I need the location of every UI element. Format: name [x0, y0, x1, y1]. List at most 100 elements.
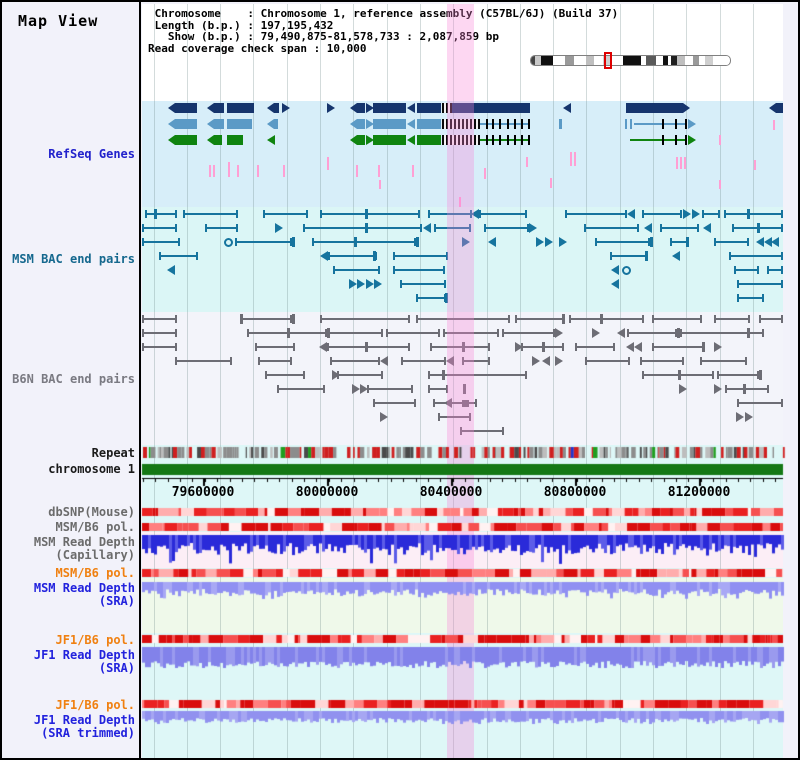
- msm-bac-end-tick: [737, 280, 739, 288]
- msm-bac-pair-line[interactable]: [393, 269, 445, 271]
- msm-bac-pair-line[interactable]: [484, 227, 529, 229]
- msm-bac-pair-line[interactable]: [235, 241, 292, 243]
- msm-bac-circle-marker[interactable]: [224, 238, 233, 247]
- b6n-bac-pair-line[interactable]: [327, 346, 410, 348]
- msm-bac-pair-line[interactable]: [416, 297, 446, 299]
- b6n-bac-pair-line[interactable]: [585, 360, 630, 362]
- ideogram-band: [573, 56, 586, 65]
- b6n-bac-pair-line[interactable]: [258, 360, 292, 362]
- msm-bac-pair-line[interactable]: [565, 213, 627, 215]
- b6n-bac-end-tick: [613, 343, 615, 351]
- b6n-bac-pair-line[interactable]: [175, 360, 232, 362]
- b6n-bac-pair-line[interactable]: [142, 318, 177, 320]
- gene-exon-block[interactable]: [625, 119, 627, 129]
- b6n-bac-pair-line[interactable]: [373, 402, 416, 404]
- b6n-bac-pair-line[interactable]: [515, 318, 564, 320]
- b6n-bac-pair-line[interactable]: [386, 332, 440, 334]
- b6n-bac-pair-line[interactable]: [401, 360, 446, 362]
- msm-bac-circle-marker[interactable]: [622, 266, 631, 275]
- gene-intron-line[interactable]: [630, 139, 687, 141]
- gene-exon-block[interactable]: [373, 119, 406, 129]
- msm-bac-end-tick: [178, 238, 180, 246]
- b6n-bac-pair-line[interactable]: [428, 388, 448, 390]
- gene-exon-block[interactable]: [373, 135, 406, 145]
- gridline: [653, 4, 654, 758]
- chromosome-ideogram[interactable]: [530, 55, 731, 66]
- gene-exon-block[interactable]: [630, 119, 632, 129]
- b6n-bac-pair-line[interactable]: [277, 388, 325, 390]
- gene-exon-block[interactable]: [227, 135, 243, 145]
- msm-bac-pair-line[interactable]: [737, 283, 783, 285]
- b6n-bac-end-tick: [378, 357, 380, 365]
- b6n-bac-pair-line[interactable]: [330, 360, 380, 362]
- b6n-bac-pair-line[interactable]: [759, 318, 783, 320]
- msm-bac-pair-line[interactable]: [159, 255, 198, 257]
- b6n-bac-pair-line[interactable]: [569, 318, 644, 320]
- gene-exon-block[interactable]: [227, 119, 252, 129]
- b6n-bac-pair-line[interactable]: [652, 346, 705, 348]
- msm-bac-pair-line[interactable]: [737, 297, 764, 299]
- msm-bac-pair-line[interactable]: [584, 227, 639, 229]
- gene-exon-block[interactable]: [373, 103, 406, 113]
- b6n-bac-pair-line[interactable]: [680, 332, 764, 334]
- gene-intron-line[interactable]: [634, 123, 687, 125]
- b6n-bac-pair-line[interactable]: [142, 346, 177, 348]
- msm-bac-pair-line[interactable]: [729, 255, 783, 257]
- msm-bac-pair-line[interactable]: [724, 213, 783, 215]
- gene-exon-block[interactable]: [417, 103, 441, 113]
- b6n-bac-pair-line[interactable]: [652, 318, 702, 320]
- b6n-bac-pair-line[interactable]: [575, 346, 615, 348]
- b6n-bac-pair-line[interactable]: [627, 332, 677, 334]
- gene-exon-block[interactable]: [417, 135, 441, 145]
- gene-exon-block[interactable]: [559, 119, 562, 129]
- b6n-bac-pair-line[interactable]: [240, 318, 292, 320]
- msm-bac-pair-line[interactable]: [400, 283, 446, 285]
- msm-bac-end-tick: [781, 266, 783, 274]
- gene-exon-block[interactable]: [626, 103, 690, 113]
- msm-bac-pair-line[interactable]: [642, 213, 682, 215]
- b6n-bac-pair-line[interactable]: [725, 388, 769, 390]
- msm-bac-pair-line[interactable]: [303, 227, 422, 229]
- msm-bac-pair-line[interactable]: [328, 255, 377, 257]
- b6n-bac-clone-mark: [292, 314, 295, 324]
- b6n-bac-pair-line[interactable]: [327, 332, 383, 334]
- b6n-bac-end-tick: [175, 343, 177, 351]
- msm-bac-clone-mark: [292, 237, 295, 247]
- gene-exon-block[interactable]: [417, 119, 441, 129]
- b6n-bac-pair-line[interactable]: [320, 318, 410, 320]
- msm-bac-pair-line[interactable]: [145, 213, 177, 215]
- msm-bac-pair-line[interactable]: [183, 213, 238, 215]
- b6n-bac-pair-line[interactable]: [737, 402, 783, 404]
- b6n-bac-pair-line[interactable]: [700, 360, 747, 362]
- msm-bac-pair-line[interactable]: [660, 227, 699, 229]
- msm-bac-pair-line[interactable]: [479, 213, 527, 215]
- snp-tick: [773, 120, 775, 130]
- b6n-bac-end-tick: [767, 385, 769, 393]
- msm-bac-pair-line[interactable]: [320, 213, 420, 215]
- b6n-bac-pair-line[interactable]: [367, 388, 413, 390]
- b6n-bac-pair-line[interactable]: [142, 332, 177, 334]
- msm-bac-pair-line[interactable]: [393, 255, 448, 257]
- msm-bac-pair-line[interactable]: [205, 227, 238, 229]
- msm-bac-pair-line[interactable]: [263, 213, 308, 215]
- b6n-bac-pair-line[interactable]: [714, 318, 750, 320]
- gene-exon-block[interactable]: [227, 103, 254, 113]
- msm-bac-pair-line[interactable]: [142, 241, 180, 243]
- b6n-bac-pair-line[interactable]: [502, 332, 555, 334]
- b6n-bac-pair-line[interactable]: [640, 360, 684, 362]
- msm-bac-pair-line[interactable]: [610, 255, 647, 257]
- ideogram-band: [552, 56, 565, 65]
- b6n-bac-pair-line[interactable]: [255, 346, 295, 348]
- ideogram-band: [677, 56, 686, 65]
- b6n-bac-pair-line[interactable]: [717, 374, 759, 376]
- b6n-bac-clone-mark: [743, 384, 746, 394]
- msm-bac-pair-line[interactable]: [734, 269, 759, 271]
- msm-bac-pair-line[interactable]: [333, 269, 380, 271]
- b6n-bac-pair-line[interactable]: [265, 374, 305, 376]
- b6n-bac-pair-line[interactable]: [337, 374, 383, 376]
- msm-bac-end-tick: [306, 210, 308, 218]
- msm-bac-pair-line[interactable]: [595, 241, 650, 243]
- msm-bac-pair-line[interactable]: [312, 241, 416, 243]
- msm-bac-pair-line[interactable]: [714, 241, 749, 243]
- msm-bac-pair-line[interactable]: [142, 227, 177, 229]
